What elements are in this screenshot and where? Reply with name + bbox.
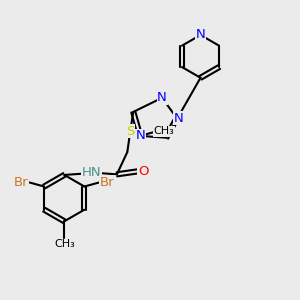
Text: CH₃: CH₃ <box>54 239 75 249</box>
Text: CH₃: CH₃ <box>154 126 174 136</box>
Text: N: N <box>135 129 145 142</box>
Text: N: N <box>173 112 183 124</box>
Text: N: N <box>157 91 167 104</box>
Text: HN: HN <box>82 166 102 179</box>
Text: O: O <box>138 165 148 178</box>
Text: N: N <box>196 28 206 41</box>
Text: Br: Br <box>14 176 29 188</box>
Text: Br: Br <box>100 176 115 188</box>
Text: S: S <box>126 125 134 138</box>
